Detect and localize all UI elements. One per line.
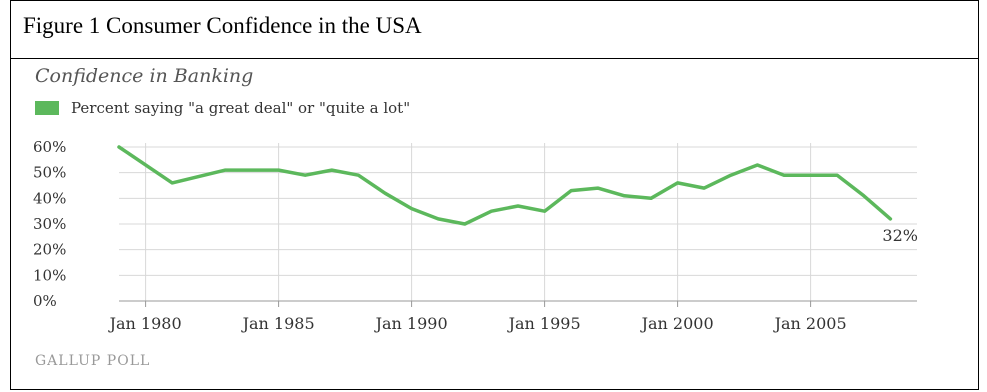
source-logo: GALLUP POLL	[35, 353, 151, 369]
y-tick-label: 30%	[33, 215, 66, 233]
annotation-label: 32%	[882, 226, 918, 245]
y-tick-label: 10%	[33, 266, 66, 284]
y-tick-label: 40%	[33, 189, 66, 207]
x-tick-label: Jan 1990	[374, 314, 448, 333]
legend-label: Percent saying "a great deal" or "quite …	[71, 99, 411, 117]
chart-title: Confidence in Banking	[35, 65, 254, 87]
y-tick-label: 0%	[33, 292, 57, 310]
y-tick-label: 20%	[33, 241, 66, 259]
chart-area: 0% 10% 20% 30% 40% 50% 60% Jan 1980 Jan 1985 Jan …	[11, 59, 978, 389]
x-tick-label: Jan 1980	[108, 314, 182, 333]
y-tick-label: 60%	[33, 138, 66, 156]
figure-caption: Figure 1 Consumer Confidence in the USA	[11, 1, 978, 59]
line-chart: 0% 10% 20% 30% 40% 50% 60% Jan 1980 Jan 1985 Jan …	[33, 138, 918, 333]
x-tick-label: Jan 1995	[507, 314, 581, 333]
legend: Percent saying "a great deal" or "quite …	[35, 99, 410, 117]
y-tick-label: 50%	[33, 164, 66, 182]
x-tick-label: Jan 1985	[241, 314, 315, 333]
series-line	[117, 145, 893, 226]
figure-frame: Figure 1 Consumer Confidence in the USA …	[10, 0, 979, 390]
legend-swatch	[35, 101, 59, 115]
x-tick-label: Jan 2000	[640, 314, 714, 333]
x-tick-label: Jan 2005	[773, 314, 847, 333]
